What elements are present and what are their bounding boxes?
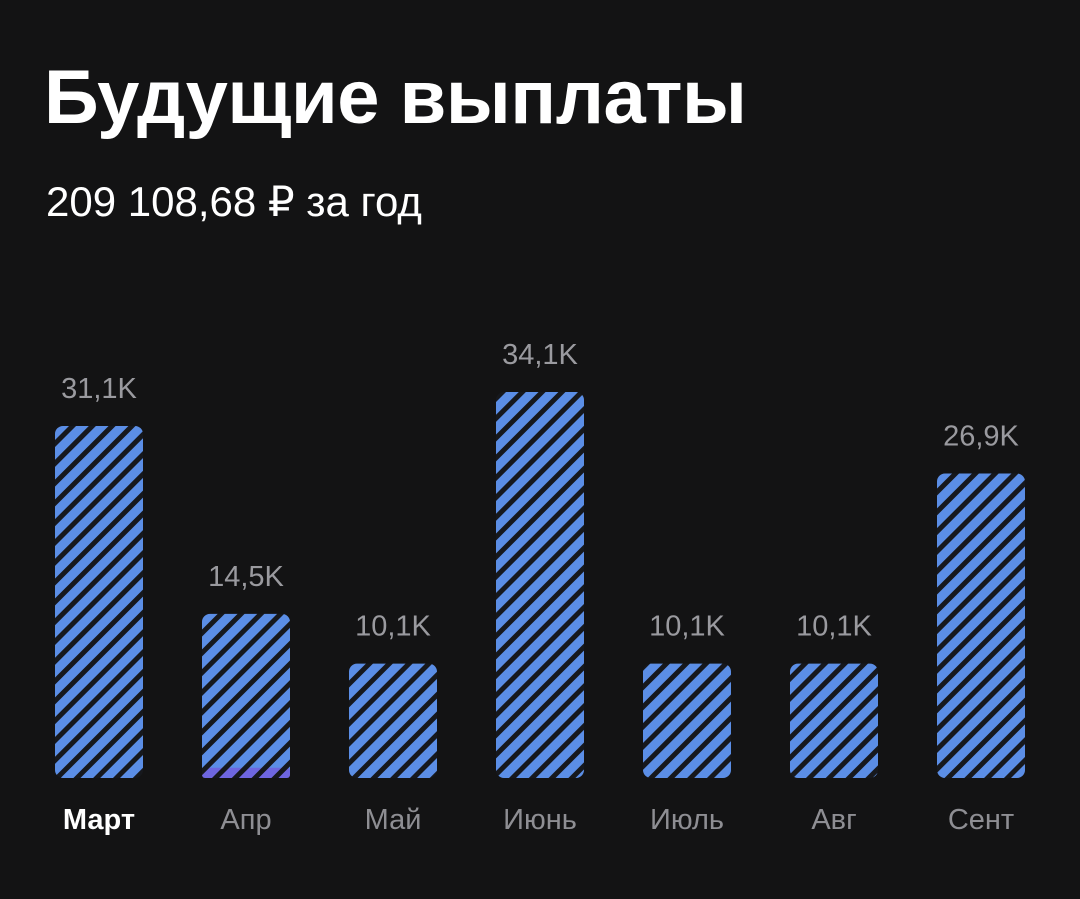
month-tick-label[interactable]: Май [365,804,422,836]
month-tick-label[interactable]: Июль [650,804,724,836]
bar-group-5[interactable]: 10,1K Июль [643,611,731,836]
bar-6[interactable] [790,663,878,778]
page-title: Будущие выплаты [44,55,747,140]
bar-value-label: 14,5K [208,561,284,593]
bar-value-label: 10,1K [796,611,872,643]
bar-5[interactable] [643,663,731,778]
bar-group-6[interactable]: 10,1K Авг [790,611,878,836]
bar-group-1[interactable]: 31,1K Март [55,373,143,836]
month-tick-label[interactable]: Март [63,804,135,836]
bar-group-2[interactable]: 14,5K Апр [202,561,290,836]
bar-value-label: 31,1K [61,373,137,405]
bar-4[interactable] [496,392,584,778]
bar-group-4[interactable]: 34,1K Июнь [496,339,584,836]
yearly-total: 209 108,68 ₽ за год [46,178,422,225]
month-tick-label[interactable]: Авг [811,804,856,836]
bar-group-3[interactable]: 10,1K Май [349,611,437,836]
bar-2[interactable] [202,613,290,778]
bar-1[interactable] [55,425,143,778]
bar-value-label: 10,1K [355,611,431,643]
bar-value-label: 34,1K [502,339,578,371]
bar-accent-segment [202,767,290,778]
month-tick-label[interactable]: Июнь [503,804,577,836]
bar-7[interactable] [937,473,1025,778]
month-tick-label[interactable]: Апр [220,804,271,836]
bar-3[interactable] [349,663,437,778]
month-tick-label[interactable]: Сент [948,804,1014,836]
bar-group-7[interactable]: 26,9K Сент [937,421,1025,836]
bar-value-label: 26,9K [943,421,1019,453]
bar-value-label: 10,1K [649,611,725,643]
